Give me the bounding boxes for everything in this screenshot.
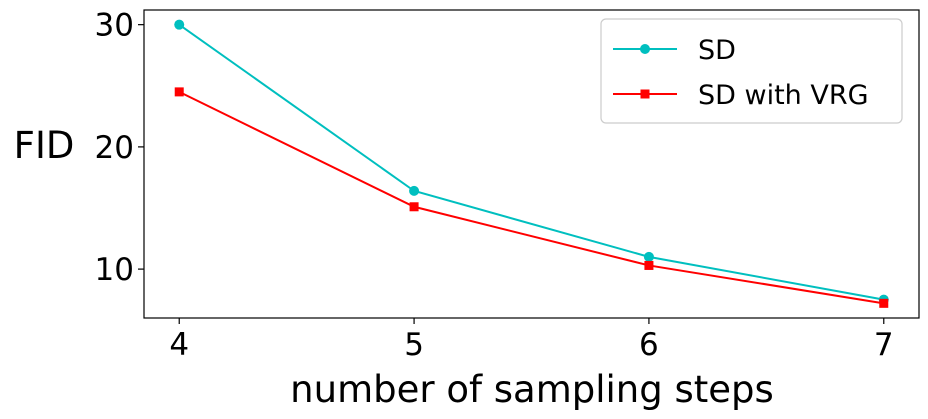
legend: SD SD with VRG <box>600 18 903 124</box>
legend-swatch-marker <box>640 44 650 54</box>
x-axis-label: number of sampling steps <box>290 368 774 411</box>
y-tick-label: 10 <box>95 252 134 288</box>
legend-box <box>600 18 903 124</box>
x-tick-label: 4 <box>169 327 189 363</box>
y-axis-label: FID <box>14 124 75 167</box>
legend-swatch-marker <box>640 89 650 99</box>
data-point <box>174 19 185 30</box>
x-tick-label: 7 <box>874 327 894 363</box>
plot-frame <box>143 9 920 319</box>
series-2 <box>174 87 889 308</box>
x-tick-label: 6 <box>639 327 659 363</box>
y-tick-label: 30 <box>95 8 134 44</box>
x-tick-label: 5 <box>404 327 424 363</box>
y-tick-label: 20 <box>95 130 134 166</box>
data-point <box>409 185 420 196</box>
legend-label: SD <box>698 35 736 66</box>
plot-area: 4 5 6 7 10 20 30 <box>95 8 920 363</box>
data-point <box>879 298 889 308</box>
data-point <box>643 251 654 262</box>
legend-item: SD <box>613 35 736 66</box>
series-line <box>178 23 884 301</box>
data-point <box>174 87 184 97</box>
data-point <box>644 260 654 270</box>
legend-label: SD with VRG <box>698 80 869 111</box>
series-line <box>178 90 884 305</box>
data-point <box>409 202 419 212</box>
legend-item: SD with VRG <box>613 80 869 111</box>
